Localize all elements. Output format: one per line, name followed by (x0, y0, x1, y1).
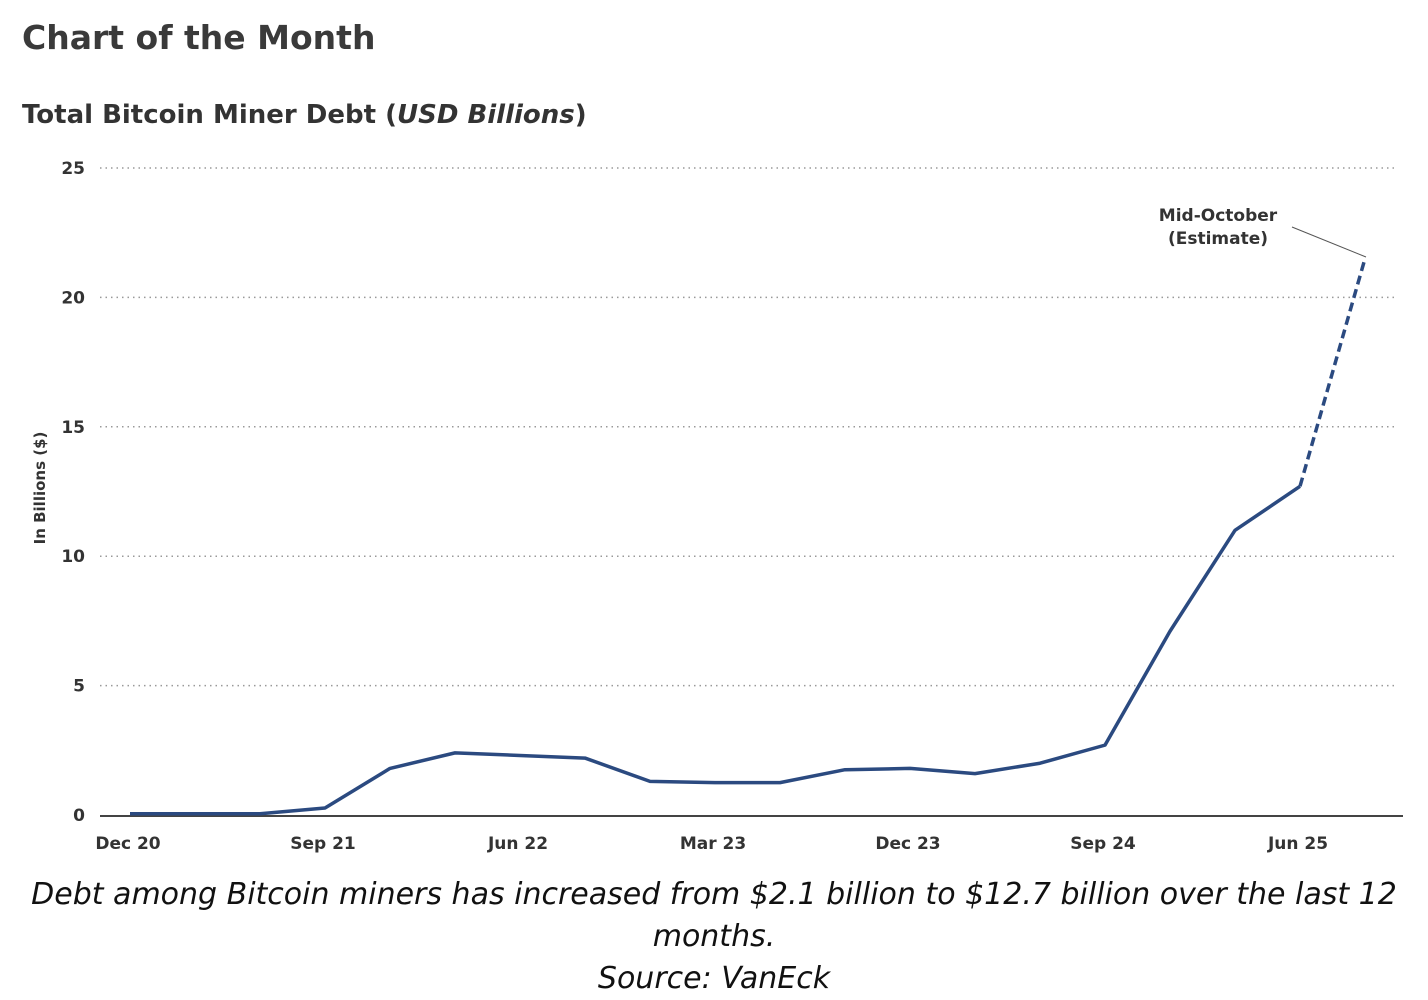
caption: Debt among Bitcoin miners has increased … (0, 874, 1428, 1000)
line-chart: 0 5 10 15 20 25 Dec 20 Sep 21 Jun 22 Mar 23 Dec 23… (31, 159, 1403, 854)
y-tick-label: 20 (61, 288, 85, 308)
y-tick-label: 25 (61, 159, 85, 179)
series-line (130, 484, 1301, 816)
x-tick-label: Dec 20 (95, 834, 160, 854)
source-text: Source: VanEck (597, 961, 831, 996)
y-tick-label: 0 (73, 806, 85, 826)
chart-title-main: Total Bitcoin Miner Debt (22, 100, 377, 130)
annotation-leader (1291, 226, 1367, 258)
chart-title: Total Bitcoin Miner Debt (USD Billions) (22, 100, 587, 130)
x-tick-label: Jun 25 (1267, 834, 1328, 854)
y-tick-label: 5 (73, 677, 85, 697)
y-tick-label: 15 (61, 418, 85, 438)
x-tick-label: Mar 23 (680, 834, 746, 854)
x-tick-label: Sep 24 (1070, 834, 1136, 854)
chart-title-unit: USD Billions (396, 100, 575, 130)
annotation-text: Mid-October (1159, 206, 1278, 226)
x-tick-label: Dec 23 (875, 834, 940, 854)
estimate-line (1298, 258, 1367, 487)
x-tick-label: Jun 22 (487, 834, 548, 854)
y-axis-label: In Billions ($) (31, 432, 49, 545)
caption-text: Debt among Bitcoin miners has increased … (31, 877, 1397, 954)
page-title: Chart of the Month (22, 18, 376, 57)
y-tick-label: 10 (61, 547, 85, 567)
annotation-text: (Estimate) (1168, 229, 1268, 249)
x-tick-label: Sep 21 (290, 834, 356, 854)
